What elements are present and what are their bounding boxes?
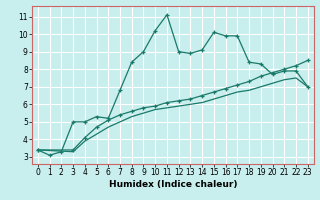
X-axis label: Humidex (Indice chaleur): Humidex (Indice chaleur) [108, 180, 237, 189]
